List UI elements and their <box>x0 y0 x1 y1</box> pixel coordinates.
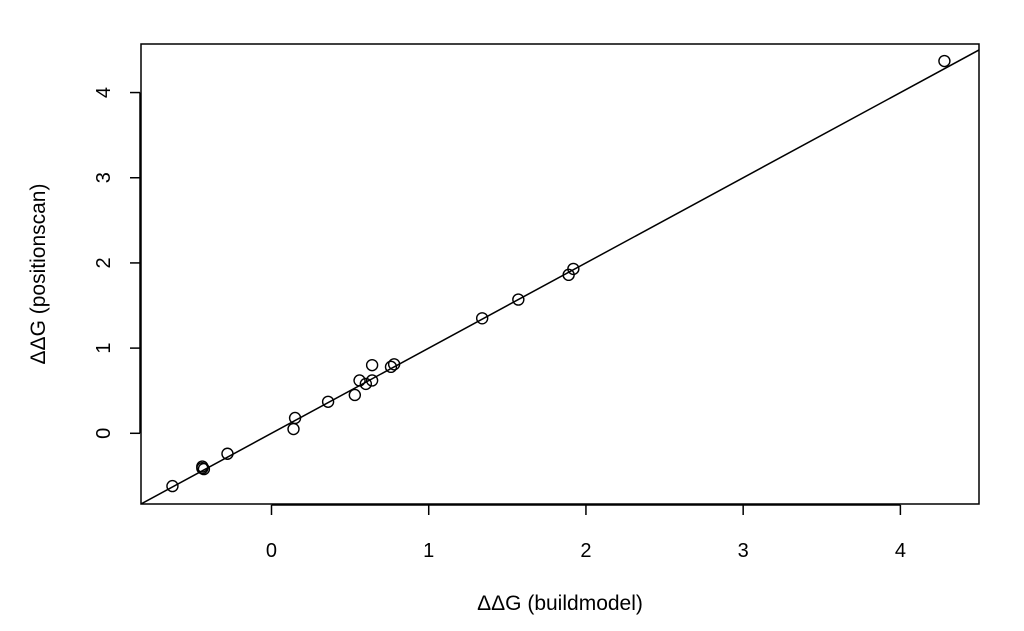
data-point <box>475 312 489 325</box>
data-point <box>321 395 335 408</box>
x-tick-label: 2 <box>580 540 591 562</box>
data-point <box>288 411 302 425</box>
data-point <box>348 388 362 402</box>
y-tick-label: 1 <box>93 343 115 354</box>
y-tick-label: 0 <box>93 428 115 439</box>
data-point <box>365 358 379 372</box>
y-tick-label: 2 <box>93 257 115 268</box>
x-tick-label: 0 <box>266 540 277 562</box>
y-tick-label: 4 <box>93 87 115 98</box>
data-point <box>197 462 211 476</box>
data-point <box>567 262 580 276</box>
data-point <box>384 360 398 374</box>
data-point <box>387 358 401 371</box>
y-axis-title: ΔΔG (positionscan) <box>27 184 50 365</box>
y-tick-label: 3 <box>93 172 115 183</box>
data-point <box>221 447 234 460</box>
data-point <box>353 374 366 387</box>
data-point <box>359 377 373 391</box>
x-tick-label: 4 <box>895 540 906 562</box>
x-tick-label: 1 <box>423 540 434 562</box>
data-point <box>166 479 179 493</box>
data-point <box>938 54 951 68</box>
data-point <box>512 293 525 306</box>
reference-line <box>141 49 979 504</box>
data-point <box>365 374 379 387</box>
data-point <box>287 422 300 436</box>
plot-frame <box>140 43 980 505</box>
x-tick-label: 3 <box>738 540 749 562</box>
x-axis-title: ΔΔG (buildmodel) <box>477 592 643 615</box>
